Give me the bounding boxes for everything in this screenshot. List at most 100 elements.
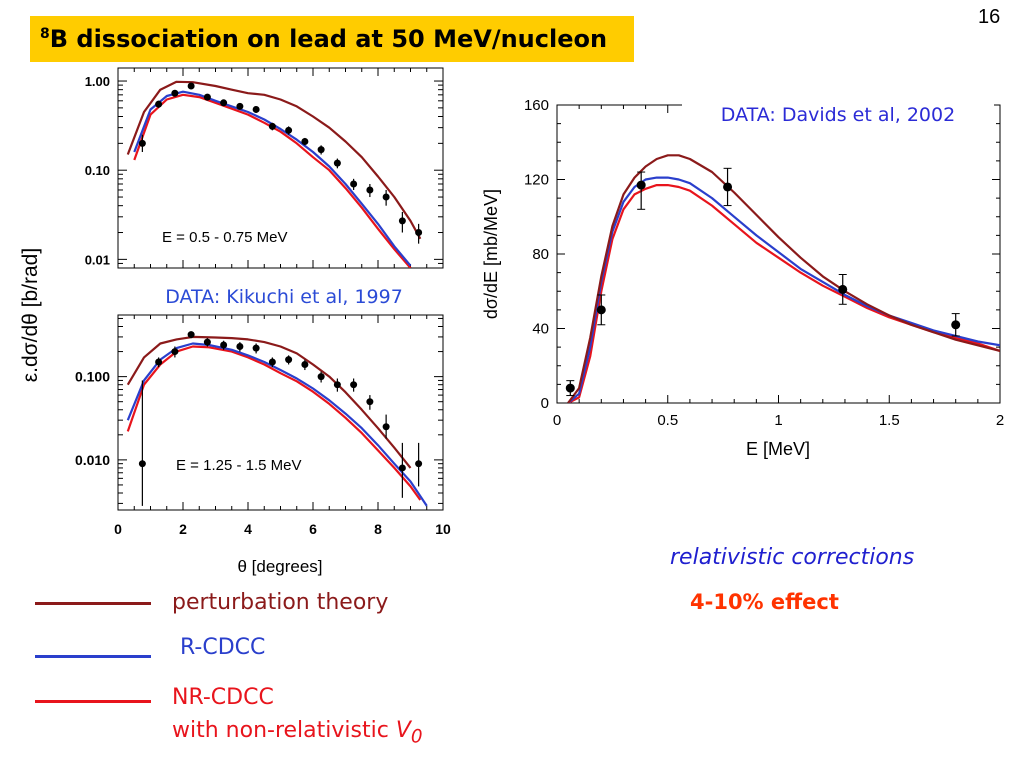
data-point (398, 464, 406, 472)
y-tick-label: 160 (524, 97, 549, 114)
x-tick-label: 0.5 (657, 412, 678, 429)
y-tick-label: 80 (532, 246, 549, 263)
legend-sublabel-var: V (395, 718, 411, 743)
series-line-perturbation (126, 80, 422, 240)
data-point (366, 186, 374, 194)
data-point (350, 180, 358, 188)
data-point (838, 284, 848, 294)
title-main-text: B dissociation on lead at 50 MeV/nucleon (49, 25, 608, 53)
x-tick-label: 10 (435, 521, 451, 537)
chart-angular-top: 1.00 0.10 0.01 E = 0.5 - 0.75 MeV (85, 67, 444, 269)
energy-distribution-chart-svg: 0 0.5 1 1.5 2 0 40 80 120 160 dσ/dE [mb/MeV] E [M… (481, 97, 1004, 459)
data-point (187, 331, 195, 339)
y-tick-label: 40 (532, 321, 549, 338)
data-point (138, 460, 146, 468)
plot-frame (117, 314, 444, 511)
y-tick-label: 0 (541, 395, 549, 412)
data-point (636, 180, 646, 190)
chart-energy: 0 0.5 1 1.5 2 0 40 80 120 160 (524, 97, 1004, 429)
data-point (333, 159, 341, 167)
data-point (220, 99, 228, 107)
angular-x-axis-label: θ [degrees] (237, 557, 322, 576)
data-point (171, 348, 179, 356)
note-effect: 4-10% effect (690, 590, 839, 614)
data-point (317, 373, 325, 381)
data-point (382, 423, 390, 431)
series-group (126, 80, 423, 268)
energy-range-annotation: E = 1.25 - 1.5 MeV (176, 457, 302, 474)
legend-sublabel-prefix: with non-relativistic (172, 718, 396, 743)
data-source-kikuchi: DATA: Kikuchi et al, 1997 (165, 286, 403, 308)
slide-title: 8B dissociation on lead at 50 MeV/nucleo… (40, 25, 607, 53)
data-point (187, 82, 195, 90)
title-banner: 8B dissociation on lead at 50 MeV/nucleo… (30, 16, 634, 62)
x-tick-label: 0 (553, 412, 561, 429)
data-point (951, 320, 961, 330)
note-relativistic-corrections: relativistic corrections (670, 545, 915, 570)
data-point (382, 193, 390, 201)
data-point (171, 89, 179, 97)
y-tick-label: 120 (524, 172, 549, 189)
legend-label-perturbation: perturbation theory (172, 590, 389, 615)
legend-label-r-cdcc: R-CDCC (180, 635, 266, 660)
page-number: 16 (978, 6, 1001, 28)
data-point (398, 217, 406, 225)
series-group (565, 154, 1000, 403)
kikuchi-label-box: DATA: Kikuchi et al, 1997 (128, 282, 440, 312)
data-point (285, 356, 293, 364)
energy-range-annotation: E = 0.5 - 0.75 MeV (162, 229, 288, 246)
legend-swatch-r-cdcc (35, 655, 151, 658)
data-source-davids: DATA: Davids et al, 2002 (720, 104, 956, 126)
x-tick-label: 1 (774, 412, 782, 429)
series-line-perturbation (567, 154, 1000, 403)
legend-sublabel-sub: 0 (410, 726, 423, 748)
davids-label-box: DATA: Davids et al, 2002 (682, 100, 994, 130)
x-tick-label: 2 (179, 521, 187, 537)
energy-x-axis-label: E [MeV] (746, 439, 810, 459)
energy-y-axis-label: dσ/dE [mb/MeV] (481, 189, 501, 319)
data-point (236, 343, 244, 351)
series-line-r-cdcc (126, 342, 428, 507)
data-point (366, 398, 374, 406)
angular-y-axis-label: ε.dσ/dθ [b/rad] (19, 248, 42, 382)
legend-sublabel-nr-cdcc: with non-relativistic V0 (172, 718, 423, 747)
data-point (317, 146, 325, 154)
y-tick-label: 0.10 (85, 163, 110, 178)
data-point (301, 137, 309, 145)
y-tick-label: 0.01 (85, 252, 110, 267)
chart-angular-bottom: 0 2 4 6 8 10 0.100 0.010 E = 1.25 - 1.5 MeV (75, 314, 451, 537)
data-point (203, 338, 211, 346)
data-point (252, 105, 260, 113)
x-tick-label: 4 (244, 521, 252, 537)
x-tick-label: 0 (114, 521, 122, 537)
x-tick-label: 8 (374, 521, 382, 537)
data-point (252, 344, 260, 352)
data-point (415, 229, 423, 237)
data-point (415, 460, 423, 468)
y-tick-label: 0.100 (75, 369, 110, 385)
data-point (236, 102, 244, 110)
x-tick-label: 2 (996, 412, 1004, 429)
series-group (126, 331, 428, 507)
data-point (268, 122, 276, 130)
title-superscript: 8 (40, 26, 50, 42)
data-point (203, 93, 211, 101)
x-tick-label: 6 (309, 521, 317, 537)
plot-frame (556, 104, 1001, 404)
data-point (565, 383, 575, 393)
y-tick-label: 0.010 (75, 452, 110, 468)
data-point (350, 381, 358, 389)
data-point (155, 358, 163, 366)
data-point (301, 360, 309, 368)
y-tick-label: 1.00 (85, 74, 110, 89)
legend-swatch-perturbation (35, 602, 151, 605)
series-line-nr-cdcc (126, 345, 422, 501)
data-point (155, 100, 163, 108)
series-line-r-cdcc (567, 176, 1000, 403)
data-point (138, 139, 146, 147)
x-tick-label: 1.5 (879, 412, 900, 429)
legend-label-nr-cdcc: NR-CDCC (172, 685, 274, 710)
series-line-nr-cdcc (567, 184, 1000, 403)
data-point (220, 341, 228, 349)
data-point (723, 182, 733, 192)
